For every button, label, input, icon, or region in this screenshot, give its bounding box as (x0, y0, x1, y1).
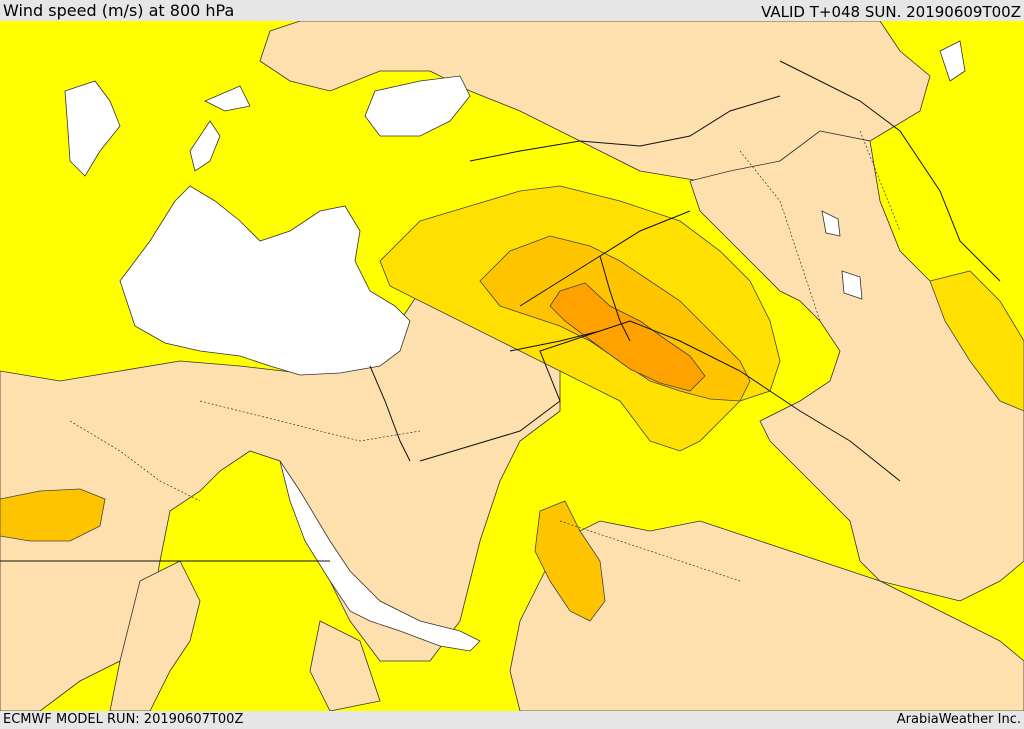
water-bodies (64, 40, 966, 652)
crete (189, 120, 221, 172)
map-title: Wind speed (m/s) at 800 hPa (3, 1, 235, 20)
lake-tharthar (821, 210, 841, 237)
aegean-sea (64, 80, 121, 177)
province-borders (69, 130, 901, 582)
header-bar: Wind speed (m/s) at 800 hPa VALID T+048 … (0, 0, 1024, 21)
egypt-israel-border (369, 365, 411, 462)
high-speed-zone-south (534, 500, 606, 622)
valid-time-label: VALID T+048 SUN. 20190609T00Z (761, 3, 1021, 21)
credit-label: ArabiaWeather Inc. (896, 712, 1021, 727)
jordan-iraq-border (599, 255, 631, 342)
province-line-5 (69, 420, 201, 502)
red-sea (279, 460, 481, 652)
jordan-saudi-border (419, 320, 631, 462)
eastern-mediterranean (119, 185, 411, 376)
model-run-label: ECMWF MODEL RUN: 20190607T00Z (3, 712, 244, 727)
zone-south (509, 520, 1024, 711)
zone-arabia (689, 130, 1024, 602)
mid-speed-zone-east (929, 270, 1024, 412)
black-sea-edge (364, 75, 471, 137)
wind-speed-map (0, 21, 1024, 711)
lake-habbaniyah (841, 270, 863, 300)
province-line-3 (859, 130, 901, 232)
turkey-syria-border (469, 95, 781, 162)
iraq-iran-border (779, 60, 1001, 282)
lowest-speed-zones (0, 21, 1024, 711)
sea-of-marmara (204, 85, 251, 112)
zone-southwest (109, 560, 201, 711)
country-borders (0, 60, 1001, 562)
lake-urmia (939, 40, 966, 82)
iraq-saudi-border (629, 320, 901, 482)
footer-bar: ECMWF MODEL RUN: 20190607T00Z ArabiaWeat… (0, 711, 1024, 729)
province-line-2 (739, 150, 821, 322)
speed-maximum (0, 185, 1024, 622)
zone-southwest-2 (309, 620, 381, 711)
zone-anatolia (259, 21, 931, 182)
province-line-1 (199, 400, 421, 442)
high-speed-zone-west (0, 488, 106, 542)
